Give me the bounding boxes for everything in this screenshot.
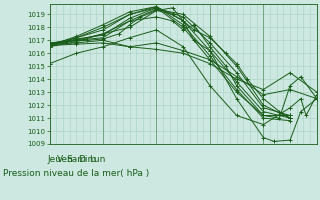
Text: Lun: Lun [90,155,106,164]
Text: Sam: Sam [66,155,86,164]
Text: Dim: Dim [78,155,96,164]
Text: Jeu: Jeu [48,155,62,164]
Text: Ven: Ven [57,155,74,164]
Text: Pression niveau de la mer( hPa ): Pression niveau de la mer( hPa ) [3,169,149,178]
